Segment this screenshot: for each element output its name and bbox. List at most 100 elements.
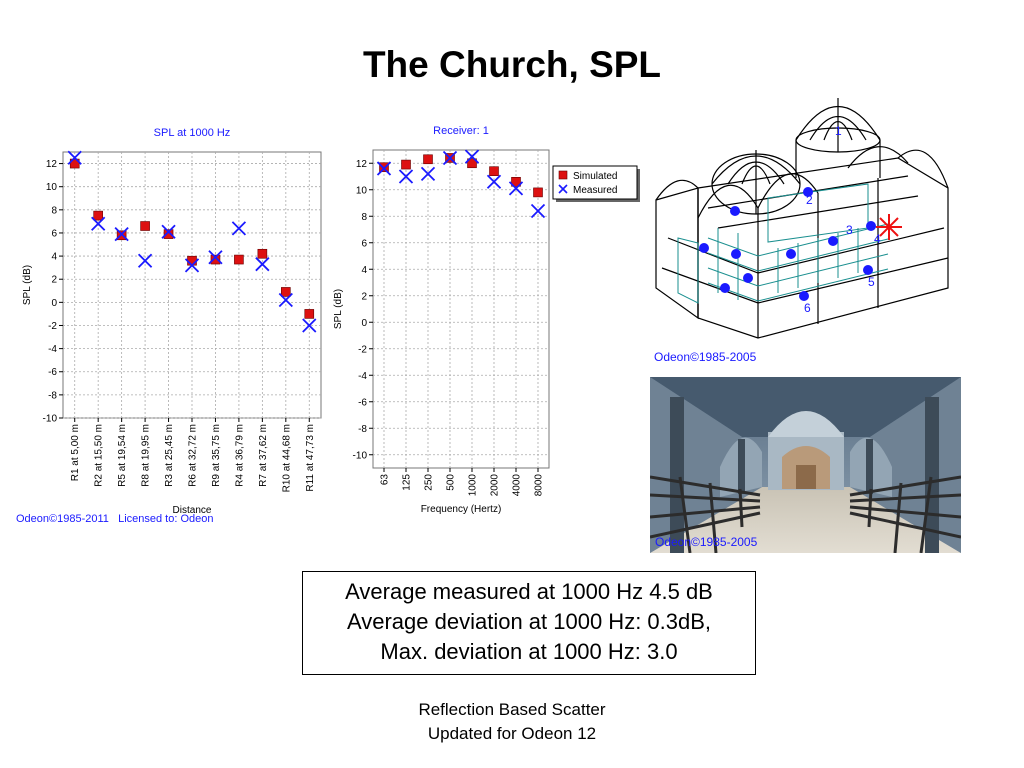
- simulated-point: [489, 166, 499, 176]
- stat-average-deviation: Average deviation at 1000 Hz: 0.3dB,: [346, 609, 712, 634]
- y-tick-label: -8: [358, 424, 367, 435]
- x-axis-label: Frequency (Hertz): [421, 504, 502, 515]
- measured-point: [530, 203, 546, 219]
- simulated-point: [467, 158, 477, 169]
- x-tick-label: R2 at 15,50 m: [94, 424, 105, 487]
- y-axis-label: SPL (dB): [22, 265, 33, 305]
- measured-point: [67, 150, 82, 165]
- measured-point: [161, 224, 176, 239]
- measured-point: [508, 181, 524, 196]
- y-tick-label: 0: [51, 298, 57, 309]
- y-tick-label: 0: [361, 318, 367, 329]
- y-tick-label: 2: [361, 291, 367, 302]
- x-axis-label: Distance: [173, 505, 212, 516]
- y-tick-label: 4: [361, 265, 367, 276]
- x-tick-label: 1000: [468, 474, 479, 497]
- y-tick-label: 12: [356, 159, 368, 170]
- measured-point: [278, 292, 293, 308]
- measured-point: [114, 226, 129, 242]
- simulated-point: [511, 177, 521, 187]
- measured-point: [231, 221, 247, 236]
- footer-line-2: Updated for Odeon 12: [427, 724, 597, 743]
- x-tick-label: 250: [424, 474, 435, 491]
- stat-average-measured: Average measured at 1000 Hz 4.5 dB: [345, 579, 713, 604]
- x-tick-label: R5 at 19,54 m: [117, 424, 128, 487]
- x-tick-label: 125: [402, 474, 413, 491]
- y-tick-label: -2: [48, 321, 57, 332]
- footer: Reflection Based Scatter Updated for Ode…: [362, 698, 662, 746]
- church-wireframe-drawing: 1 2 3 4 5 6: [655, 98, 949, 339]
- left-chart-copyright: Odeon©1985-2011 Licensed to: Odeon: [16, 513, 214, 525]
- spl-distance-chart: SPL at 1000 Hz -10 -8 -6 -4 -2 0 2 4 6 8 10 12 R1 at …: [22, 127, 322, 516]
- receiver-label: 1: [835, 124, 842, 138]
- slide-title: The Church, SPL: [362, 44, 662, 85]
- measured-point: [486, 174, 502, 189]
- y-tick-label: -4: [48, 344, 57, 355]
- receiver-label: 4: [874, 232, 881, 246]
- interior-render-drawing: [650, 377, 961, 553]
- y-tick-label: -4: [358, 371, 367, 382]
- render-copyright: Odeon©1985-2005: [655, 535, 758, 549]
- receiver-label: 6: [804, 301, 811, 315]
- y-axis-label: SPL (dB): [333, 289, 344, 329]
- receiver-label: 3: [846, 223, 853, 237]
- measured-point: [464, 149, 480, 164]
- x-tick-label: 500: [446, 474, 457, 491]
- simulated-point: [401, 159, 411, 170]
- measured-point: [91, 216, 106, 231]
- y-tick-label: -2: [358, 344, 367, 355]
- measured-point: [420, 166, 436, 181]
- simulated-point: [210, 254, 221, 265]
- y-tick-label: 2: [51, 275, 57, 286]
- measured-point: [398, 169, 414, 184]
- receiver-label: 5: [868, 275, 875, 289]
- x-tick-label: R8 at 19,95 m: [141, 424, 152, 487]
- simulated-point: [281, 287, 291, 297]
- y-tick-label: 6: [361, 238, 367, 249]
- simulated-point: [93, 210, 103, 221]
- receiver-label: 2: [806, 193, 813, 207]
- simulated-point: [304, 309, 315, 319]
- simulated-point: [423, 154, 433, 165]
- x-tick-label: R3 at 25,45 m: [164, 424, 175, 487]
- measured-point: [137, 253, 153, 268]
- legend-simulated-label: Simulated: [573, 171, 617, 182]
- legend-measured-label: Measured: [573, 185, 617, 196]
- measured-point: [184, 258, 200, 273]
- simulated-point: [379, 162, 389, 173]
- x-tick-label: R9 at 35,75 m: [211, 424, 222, 487]
- measured-point: [302, 318, 317, 333]
- measured-point: [255, 257, 270, 272]
- y-tick-label: -10: [43, 414, 58, 425]
- simulated-point: [140, 221, 150, 231]
- y-tick-label: -6: [48, 367, 57, 378]
- simulated-point: [69, 158, 80, 169]
- church-model-image: 1 2 3 4 5 6 Odeon©1985-2005: [648, 88, 960, 370]
- chart-title: SPL at 1000 Hz: [154, 127, 231, 139]
- footer-line-1: Reflection Based Scatter: [418, 700, 606, 719]
- y-tick-label: 12: [46, 159, 58, 170]
- legend-simulated-marker: [558, 170, 568, 180]
- x-tick-label: 2000: [490, 474, 501, 497]
- measured-point: [208, 250, 223, 265]
- stat-max-deviation: Max. deviation at 1000 Hz: 3.0: [380, 639, 678, 664]
- y-tick-label: 8: [361, 212, 367, 223]
- y-tick-label: 8: [51, 205, 57, 216]
- simulated-point: [234, 254, 244, 265]
- plot-frame: [372, 149, 550, 469]
- x-tick-label: R1 at 5,00 m: [70, 424, 81, 481]
- y-tick-label: 6: [51, 228, 57, 239]
- spl-frequency-chart: Receiver: 1 -10 -8 -6 -4 -2 0 2 4 6 8 10 12 63 125 250 5…: [333, 125, 640, 515]
- x-tick-label: R4 at 36,79 m: [234, 424, 245, 487]
- model-copyright: Odeon©1985-2005: [654, 350, 757, 364]
- x-tick-label: R6 at 32,72 m: [188, 424, 199, 487]
- simulated-point: [163, 229, 174, 239]
- y-tick-label: -10: [353, 450, 368, 461]
- x-tick-label: 8000: [534, 474, 545, 497]
- statistics-box: Average measured at 1000 Hz 4.5 dB Avera…: [302, 571, 756, 675]
- x-tick-label: R11 at 47,73 m: [305, 424, 316, 492]
- y-tick-label: 10: [356, 185, 368, 196]
- y-tick-label: 10: [46, 182, 58, 193]
- legend-measured-marker: [558, 184, 568, 194]
- y-tick-label: -8: [48, 390, 57, 401]
